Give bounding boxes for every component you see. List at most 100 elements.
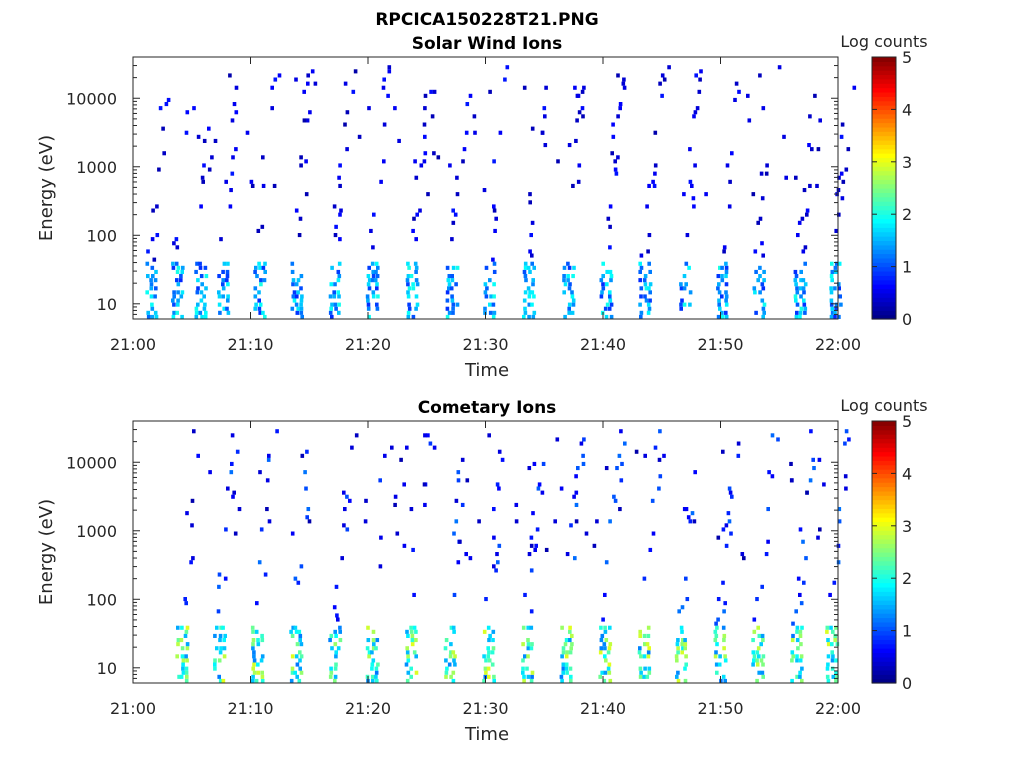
heatmap-cell — [566, 274, 570, 279]
heatmap-cell — [184, 654, 188, 659]
heatmap-cell — [452, 592, 457, 597]
heatmap-cell — [267, 453, 271, 458]
heatmap-cell — [643, 282, 648, 287]
colorbar-tick-label: 5 — [902, 412, 912, 431]
colorbar-segment — [872, 148, 896, 154]
heatmap-cell — [525, 666, 529, 671]
heatmap-cell — [694, 73, 698, 78]
heatmap-cell — [196, 453, 200, 458]
heatmap-cell — [568, 666, 573, 671]
heatmap-cell — [370, 666, 374, 671]
heatmap-cell — [559, 486, 564, 491]
heatmap-cell — [676, 638, 680, 643]
heatmap-cell — [825, 625, 830, 630]
heatmap-cell — [299, 155, 303, 160]
heatmap-cell — [409, 629, 414, 634]
heatmap-cell — [371, 629, 376, 634]
heatmap-cell — [834, 228, 838, 233]
colorbar-segment — [872, 153, 896, 159]
heatmap-cell — [218, 638, 222, 643]
heatmap-cell — [213, 138, 218, 143]
heatmap-cell — [837, 175, 841, 180]
heatmap-cell — [622, 85, 627, 90]
heatmap-cell — [496, 560, 500, 565]
heatmap-cell — [681, 638, 685, 643]
heatmap-cell — [795, 310, 799, 315]
heatmap-cell — [564, 638, 569, 643]
heatmap-cell — [338, 212, 342, 217]
heatmap-cell — [569, 646, 573, 651]
heatmap-cell — [453, 662, 457, 667]
heatmap-cell — [723, 678, 727, 683]
heatmap-cell — [445, 290, 450, 295]
colorbar-segment — [872, 613, 896, 619]
heatmap-cell — [200, 314, 204, 319]
heatmap-cell — [852, 85, 857, 90]
heatmap-cell — [544, 85, 548, 90]
heatmap-cell — [638, 633, 642, 638]
heatmap-cell — [298, 666, 302, 671]
colorbar-segment — [872, 87, 896, 93]
heatmap-cell — [152, 257, 157, 262]
heatmap-cell — [570, 310, 575, 315]
heatmap-cell — [337, 175, 341, 180]
heatmap-cell — [451, 670, 456, 675]
heatmap-cell — [411, 228, 415, 233]
heatmap-cell — [449, 625, 454, 630]
heatmap-cell — [484, 265, 489, 270]
heatmap-cell — [345, 110, 350, 115]
heatmap-cell — [756, 625, 760, 630]
heatmap-cell — [259, 278, 263, 283]
heatmap-cell — [532, 461, 537, 466]
heatmap-cell — [522, 85, 527, 90]
colorbar-tick-label: 1 — [902, 622, 912, 641]
heatmap-cell — [492, 282, 496, 287]
colorbar-segment — [872, 508, 896, 514]
heatmap-cell — [647, 183, 651, 188]
heatmap-cell — [639, 294, 643, 299]
heatmap-cell — [494, 568, 498, 573]
heatmap-cell — [542, 106, 547, 111]
heatmap-cell — [722, 609, 726, 614]
heatmap-cell — [226, 282, 230, 287]
heatmap-cell — [536, 486, 541, 491]
heatmap-cell — [530, 642, 534, 647]
heatmap-cell — [541, 461, 546, 466]
heatmap-cell — [210, 155, 214, 160]
heatmap-cell — [275, 429, 279, 434]
heatmap-cell — [249, 179, 254, 184]
heatmap-cell — [409, 507, 414, 512]
heatmap-cell — [218, 310, 222, 315]
heatmap-cell — [805, 212, 809, 217]
heatmap-cell — [800, 678, 804, 683]
heatmap-cell — [407, 302, 411, 307]
heatmap-cell — [354, 433, 359, 438]
heatmap-cell — [765, 163, 769, 168]
heatmap-cell — [414, 175, 419, 180]
heatmap-cell — [336, 617, 340, 622]
heatmap-cell — [616, 114, 620, 119]
heatmap-cell — [563, 642, 568, 647]
colorbar-segment — [872, 70, 896, 76]
heatmap-cell — [492, 678, 496, 683]
heatmap-cell — [200, 282, 204, 287]
heatmap-cell — [456, 560, 461, 565]
heatmap-cell — [645, 674, 650, 679]
heatmap-cell — [723, 654, 727, 659]
heatmap-cell — [798, 674, 802, 679]
heatmap-cell — [608, 625, 612, 630]
heatmap-cell — [299, 642, 304, 647]
heatmap-cell — [716, 597, 721, 602]
colorbar-tick-label: 4 — [902, 464, 912, 483]
heatmap-cell — [492, 159, 496, 164]
heatmap-cell — [290, 531, 295, 536]
heatmap-cell — [580, 89, 585, 94]
heatmap-cell — [796, 646, 800, 651]
heatmap-cell — [581, 453, 585, 458]
heatmap-cell — [374, 674, 378, 679]
heatmap-cell — [601, 274, 605, 279]
colorbar-segment — [872, 595, 896, 601]
heatmap-cell — [172, 302, 176, 307]
heatmap-cell — [254, 265, 258, 270]
